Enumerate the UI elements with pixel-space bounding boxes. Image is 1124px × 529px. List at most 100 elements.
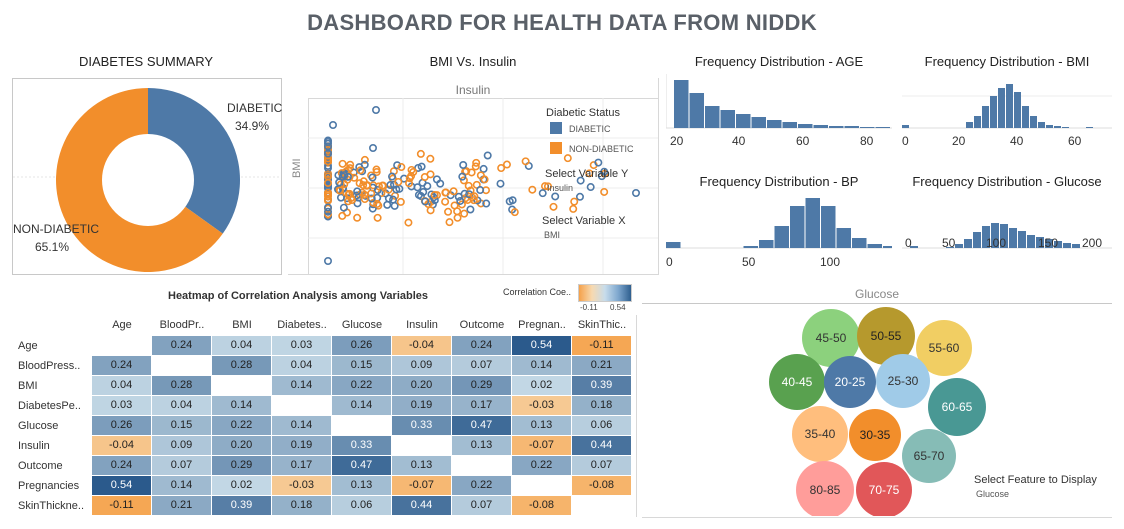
- histogram-bar[interactable]: [1018, 231, 1026, 248]
- heatmap-cell[interactable]: 0.04: [92, 376, 151, 395]
- bubble-80-85[interactable]: [796, 461, 854, 516]
- heatmap-cell[interactable]: 0.22: [452, 476, 511, 495]
- histogram-bar[interactable]: [1086, 127, 1093, 128]
- histogram-bar[interactable]: [829, 126, 844, 128]
- histogram-bar[interactable]: [1027, 235, 1035, 248]
- heatmap-cell[interactable]: 0.26: [92, 416, 151, 435]
- histogram-bar[interactable]: [1006, 84, 1013, 128]
- heatmap-cell[interactable]: -0.08: [512, 496, 571, 515]
- histogram-bar[interactable]: [964, 239, 972, 248]
- donut-slice-diabetic[interactable]: [148, 88, 241, 234]
- heatmap-cell[interactable]: [332, 416, 391, 435]
- heatmap-cell[interactable]: -0.11: [92, 496, 151, 515]
- histogram-bar[interactable]: [798, 124, 813, 128]
- heatmap-cell[interactable]: [152, 356, 211, 375]
- donut-chart[interactable]: [13, 79, 281, 274]
- histogram-bar[interactable]: [1063, 243, 1071, 248]
- heatmap-cell[interactable]: 0.33: [392, 416, 451, 435]
- heatmap-cell[interactable]: 0.06: [332, 496, 391, 515]
- histogram-bar[interactable]: [852, 238, 867, 248]
- histogram-bar[interactable]: [1036, 237, 1044, 248]
- histogram-bar[interactable]: [736, 114, 751, 128]
- heatmap-cell[interactable]: [512, 476, 571, 495]
- select-variable-x-value[interactable]: BMI: [544, 230, 561, 240]
- legend-label-diabetic[interactable]: DIABETIC: [569, 124, 611, 134]
- bubble-70-75[interactable]: [856, 462, 912, 516]
- heatmap-cell[interactable]: -0.08: [572, 476, 631, 495]
- bubble-25-30[interactable]: [876, 354, 930, 408]
- heatmap-cell[interactable]: 0.39: [212, 496, 271, 515]
- heatmap-cell[interactable]: 0.29: [212, 456, 271, 475]
- histogram-bar[interactable]: [751, 117, 767, 128]
- histogram-bar[interactable]: [720, 110, 736, 128]
- heatmap-cell[interactable]: 0.24: [92, 456, 151, 475]
- heatmap-cell[interactable]: 0.33: [332, 436, 391, 455]
- heatmap-cell[interactable]: 0.19: [272, 436, 331, 455]
- heatmap-legend-gradient[interactable]: [578, 284, 632, 302]
- histogram-bar[interactable]: [982, 106, 989, 128]
- histogram-bar[interactable]: [966, 122, 973, 128]
- heatmap-cell[interactable]: [452, 456, 511, 475]
- heatmap-cell[interactable]: 0.18: [272, 496, 331, 515]
- bubble-35-40[interactable]: [792, 406, 848, 462]
- heatmap-cell[interactable]: [272, 396, 331, 415]
- bubble-30-35[interactable]: [849, 409, 901, 461]
- hist-bmi-chart[interactable]: [902, 74, 1112, 130]
- histogram-bar[interactable]: [790, 206, 805, 248]
- histogram-bar[interactable]: [1014, 92, 1021, 128]
- bubble-40-45[interactable]: [769, 354, 825, 410]
- heatmap-cell[interactable]: 0.20: [212, 436, 271, 455]
- histogram-bar[interactable]: [1054, 126, 1061, 128]
- heatmap-cell[interactable]: 0.04: [212, 336, 271, 355]
- histogram-bar[interactable]: [991, 223, 999, 248]
- histogram-bar[interactable]: [836, 228, 852, 248]
- hist-glucose-chart[interactable]: [902, 194, 1112, 250]
- histogram-bar[interactable]: [990, 96, 997, 128]
- heatmap-cell[interactable]: 0.13: [332, 476, 391, 495]
- heatmap-cell[interactable]: 0.22: [512, 456, 571, 475]
- heatmap-cell[interactable]: 0.44: [572, 436, 631, 455]
- heatmap-cell[interactable]: 0.47: [452, 416, 511, 435]
- heatmap-cell[interactable]: 0.17: [272, 456, 331, 475]
- histogram-bar[interactable]: [844, 126, 860, 128]
- heatmap-cell[interactable]: 0.04: [272, 356, 331, 375]
- bubble-chart[interactable]: 45-50 50-55 55-60 40-45 20-25 25-30 60-65 35-40…: [642, 304, 1112, 516]
- histogram-bar[interactable]: [774, 226, 790, 248]
- bubble-55-60[interactable]: [916, 320, 972, 376]
- heatmap-cell[interactable]: 0.14: [212, 396, 271, 415]
- heatmap-cell[interactable]: -0.07: [392, 476, 451, 495]
- heatmap-cell[interactable]: -0.11: [572, 336, 631, 355]
- heatmap-cell[interactable]: 0.13: [452, 436, 511, 455]
- histogram-bar[interactable]: [674, 80, 689, 128]
- heatmap-cell[interactable]: 0.22: [212, 416, 271, 435]
- histogram-bar[interactable]: [946, 247, 954, 248]
- bubble-20-25[interactable]: [824, 356, 876, 408]
- bubble-60-65[interactable]: [928, 378, 986, 436]
- heatmap-cell[interactable]: 0.21: [572, 356, 631, 375]
- heatmap-cell[interactable]: 0.03: [92, 396, 151, 415]
- heatmap-cell[interactable]: -0.04: [92, 436, 151, 455]
- heatmap-cell[interactable]: 0.06: [572, 416, 631, 435]
- scatter-plot[interactable]: [288, 78, 658, 274]
- histogram-bar[interactable]: [910, 246, 918, 248]
- heatmap-cell[interactable]: 0.09: [392, 356, 451, 375]
- heatmap-cell[interactable]: 0.19: [392, 396, 451, 415]
- heatmap-cell[interactable]: [92, 336, 151, 355]
- histogram-bar[interactable]: [867, 244, 883, 248]
- histogram-bar[interactable]: [1038, 122, 1045, 128]
- heatmap-cell[interactable]: 0.07: [452, 356, 511, 375]
- heatmap-cell[interactable]: 0.07: [452, 496, 511, 515]
- heatmap-cell[interactable]: 0.18: [572, 396, 631, 415]
- heatmap-cell[interactable]: -0.03: [272, 476, 331, 495]
- heatmap-cell[interactable]: 0.03: [272, 336, 331, 355]
- heatmap-cell[interactable]: 0.20: [392, 376, 451, 395]
- histogram-bar[interactable]: [973, 232, 981, 248]
- histogram-bar[interactable]: [782, 122, 798, 128]
- histogram-bar[interactable]: [860, 127, 875, 128]
- heatmap-cell[interactable]: 0.26: [332, 336, 391, 355]
- heatmap-cell[interactable]: 0.24: [92, 356, 151, 375]
- legend-label-non-diabetic[interactable]: NON-DIABETIC: [569, 144, 634, 154]
- heatmap-cell[interactable]: -0.04: [392, 336, 451, 355]
- histogram-bar[interactable]: [1022, 106, 1029, 128]
- bubble-50-55[interactable]: [857, 307, 915, 365]
